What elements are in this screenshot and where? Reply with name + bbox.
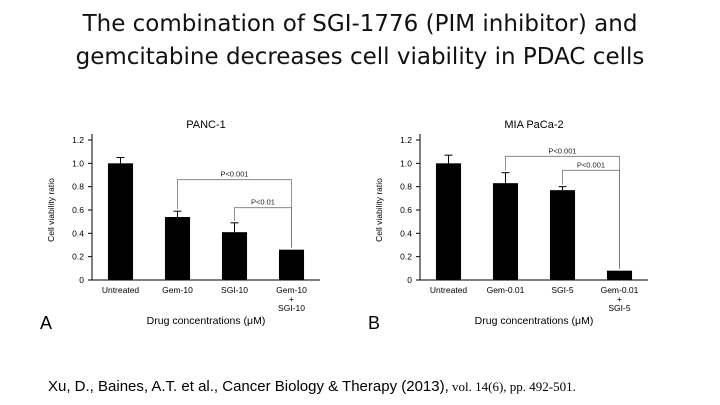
mia-paca-2-y-tick-label: 0.6: [400, 205, 412, 215]
mia-paca-2-bar: [549, 190, 576, 280]
panc-1-y-tick-label: 0.2: [72, 252, 84, 262]
mia-paca-2-significance-bracket: [562, 169, 620, 269]
panc-1-y-tick-label: 0.8: [72, 182, 84, 192]
mia-paca-2-y-tick-label: 1.0: [400, 158, 412, 168]
mia-paca-2-x-tick-label: SGI-5: [608, 303, 630, 313]
mia-paca-2-title: MIA PaCa-2: [504, 119, 563, 131]
panc-1-bar: [107, 163, 134, 280]
mia-paca-2-y-axis-label: Cell viability ratio: [374, 178, 384, 242]
mia-paca-2-x-tick-label: Untreated: [430, 285, 468, 295]
chart-mia-paca-2: MIA PaCa-2 0 0.2 0.4 0.6 0.8 1.0 1.2 Cell viabil…: [358, 112, 658, 342]
panc-1-y-tick-label: 1.0: [72, 158, 84, 168]
panc-1-x-tick-label: +: [289, 294, 294, 304]
mia-paca-2-x-axis-label: Drug concentrations (μM): [475, 315, 594, 327]
panel-label-a: A: [40, 313, 53, 333]
mia-paca-2-significance-label: P<0.001: [548, 146, 576, 155]
mia-paca-2-x-tick-label: Gem-0.01: [487, 285, 525, 295]
mia-paca-2-significance-label: P<0.001: [577, 160, 605, 169]
panc-1-title: PANC-1: [186, 119, 226, 131]
chart-mia-paca-2-svg: MIA PaCa-2 0 0.2 0.4 0.6 0.8 1.0 1.2 Cell viabil…: [374, 119, 648, 327]
mia-paca-2-y-tick-label: 0.8: [400, 182, 412, 192]
mia-paca-2-bar: [435, 163, 462, 280]
title-line-2: gemcitabine decreases cell viability in …: [75, 44, 645, 70]
panc-1-x-tick-label: Untreated: [102, 285, 140, 295]
mia-paca-2-x-tick-label: +: [617, 294, 622, 304]
mia-paca-2-bar: [492, 183, 519, 280]
panc-1-x-axis-label: Drug concentrations (μM): [147, 315, 266, 327]
panc-1-y-tick-label: 0.6: [72, 205, 84, 215]
panc-1-bar: [278, 249, 305, 280]
title-line-1: The combination of SGI-1776 (PIM inhibit…: [82, 11, 638, 37]
panc-1-x-tick-label: SGI-10: [278, 303, 305, 313]
panc-1-y-tick-label: 0: [79, 275, 84, 285]
citation-main: Xu, D., Baines, A.T. et al., Cancer Biol…: [48, 378, 449, 395]
panc-1-x-tick-label: Gem-10: [276, 285, 307, 295]
slide-title: The combination of SGI-1776 (PIM inhibit…: [0, 8, 720, 74]
mia-paca-2-y-tick-label: 1.2: [400, 135, 412, 145]
mia-paca-2-x-tick-label: Gem-0.01: [601, 285, 639, 295]
panc-1-bar: [164, 217, 191, 280]
mia-paca-2-x-tick-label: SGI-5: [551, 285, 573, 295]
panc-1-significance-label: P<0.001: [220, 170, 248, 179]
citation: Xu, D., Baines, A.T. et al., Cancer Biol…: [48, 378, 576, 395]
mia-paca-2-y-tick-label: 0.2: [400, 252, 412, 262]
panc-1-bar: [221, 232, 248, 280]
chart-panc-1-svg: PANC-1 0 0.2 0.4 0.6 0.8 1.0 1.2 Cell viability …: [46, 119, 320, 327]
panc-1-significance-label: P<0.01: [251, 198, 275, 207]
mia-paca-2-bar: [606, 270, 633, 280]
chart-panc-1: PANC-1 0 0.2 0.4 0.6 0.8 1.0 1.2 Cell viability …: [30, 112, 330, 342]
panc-1-x-tick-label: Gem-10: [162, 285, 193, 295]
mia-paca-2-y-tick-label: 0: [407, 275, 412, 285]
mia-paca-2-y-tick-label: 0.4: [400, 228, 412, 238]
panc-1-x-tick-label: SGI-10: [221, 285, 248, 295]
panc-1-y-tick-label: 1.2: [72, 135, 84, 145]
panc-1-significance-bracket: [234, 207, 292, 248]
panc-1-y-tick-label: 0.4: [72, 228, 84, 238]
panel-label-b: B: [368, 313, 381, 333]
citation-volume: vol. 14(6), pp. 492-501.: [448, 379, 576, 394]
panc-1-y-axis-label: Cell viability ratio: [46, 178, 56, 242]
